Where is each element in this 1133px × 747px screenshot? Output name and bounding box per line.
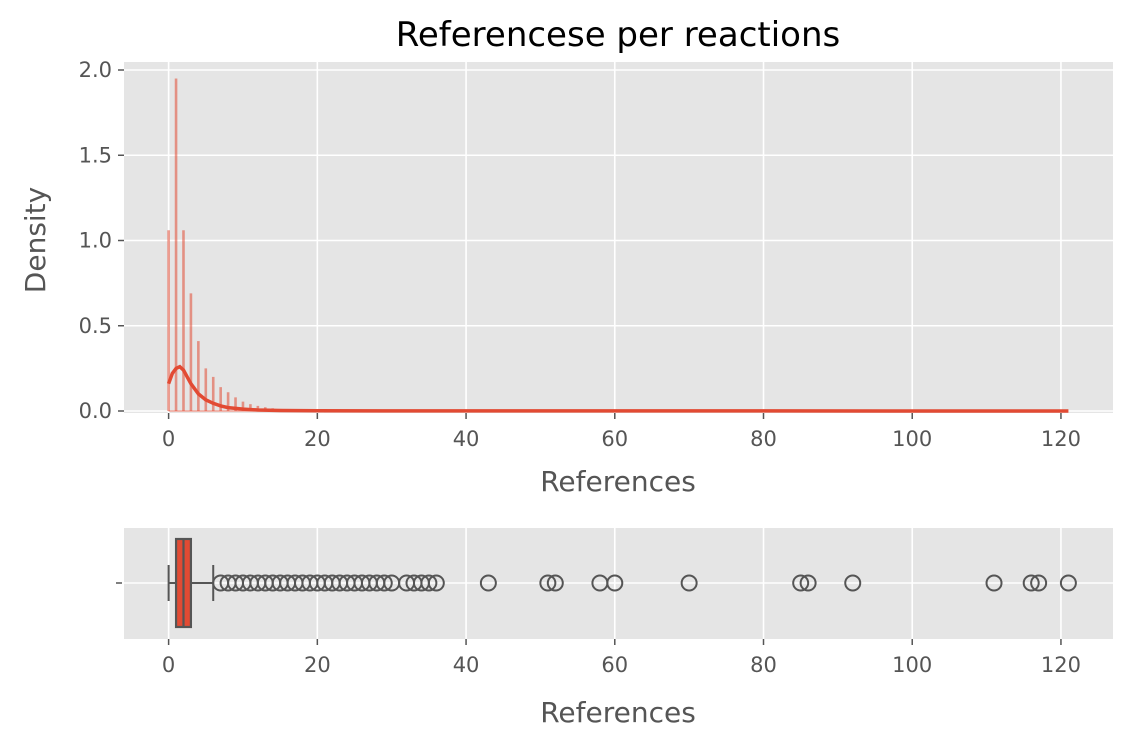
histogram-x-ticks: 0 20 40 60 80 100 120 bbox=[162, 413, 1081, 451]
histogram-y-tick-label: 1.5 bbox=[79, 143, 112, 167]
boxplot-outlier-point bbox=[1059, 574, 1077, 592]
histogram-x-tick-label: 80 bbox=[750, 427, 777, 451]
histogram-x-tick-label: 120 bbox=[1041, 427, 1081, 451]
boxplot-outliers bbox=[212, 574, 1077, 592]
boxplot-x-axis-label: References bbox=[540, 696, 696, 729]
boxplot-outlier-point bbox=[420, 574, 438, 592]
histogram-plot-area bbox=[124, 62, 1113, 413]
histogram-bar bbox=[204, 368, 208, 411]
histogram-bar bbox=[234, 397, 237, 411]
boxplot-outlier-point bbox=[427, 574, 445, 592]
histogram-bar bbox=[249, 404, 252, 411]
histogram-x-tick-label: 20 bbox=[304, 427, 331, 451]
histogram-y-tick-label: 0.0 bbox=[79, 399, 112, 423]
histogram-y-axis-label: Density bbox=[19, 187, 52, 293]
histogram-bar bbox=[211, 376, 215, 411]
histogram-bar bbox=[189, 293, 193, 411]
boxplot-outlier-point bbox=[680, 574, 698, 592]
histogram-bar bbox=[226, 392, 230, 411]
boxplot-outlier-point bbox=[606, 574, 624, 592]
histogram-bar bbox=[167, 230, 170, 411]
boxplot-x-ticks: 0 20 40 60 80 100 120 bbox=[162, 639, 1081, 677]
boxplot-outlier-point bbox=[1030, 574, 1048, 592]
boxplot-outlier-point bbox=[792, 574, 810, 592]
histogram-grid bbox=[124, 62, 1113, 413]
histogram-x-axis-label: References bbox=[540, 465, 696, 498]
boxplot-outlier-point bbox=[375, 574, 393, 592]
boxplot-outlier-point bbox=[985, 574, 1003, 592]
boxplot-x-tick-label: 120 bbox=[1041, 653, 1081, 677]
boxplot-x-tick-label: 0 bbox=[162, 653, 175, 677]
chart-title: Referencese per reactions bbox=[396, 15, 840, 55]
histogram-bar bbox=[241, 401, 245, 411]
histogram-x-tick-label: 60 bbox=[601, 427, 628, 451]
histogram-y-ticks: 0.0 0.5 1.0 1.5 2.0 bbox=[79, 58, 124, 423]
histogram-bar bbox=[174, 78, 178, 412]
boxplot-x-tick-label: 100 bbox=[892, 653, 932, 677]
boxplot-outlier-point bbox=[1022, 574, 1040, 592]
boxplot-x-tick-label: 60 bbox=[601, 653, 628, 677]
histogram-bar bbox=[219, 387, 222, 411]
histogram-x-tick-label: 40 bbox=[453, 427, 480, 451]
boxplot-outlier-point bbox=[546, 574, 564, 592]
histogram-bar bbox=[197, 341, 200, 411]
histogram-y-tick-label: 2.0 bbox=[79, 58, 112, 82]
boxplot-x-tick-label: 40 bbox=[453, 653, 480, 677]
boxplot-grid bbox=[124, 528, 1113, 639]
histogram-x-tick-label: 0 bbox=[162, 427, 175, 451]
boxplot-outlier-point bbox=[539, 574, 557, 592]
boxplot-outlier-point bbox=[479, 574, 497, 592]
kde-curve bbox=[166, 364, 1069, 413]
boxplot-outlier-point bbox=[799, 574, 817, 592]
histogram-y-tick-label: 0.5 bbox=[79, 314, 112, 338]
boxplot-x-tick-label: 80 bbox=[750, 653, 777, 677]
histogram-bar bbox=[182, 230, 185, 411]
histogram-x-tick-label: 100 bbox=[892, 427, 932, 451]
histogram-y-tick-label: 1.0 bbox=[79, 229, 112, 253]
boxplot-x-tick-label: 20 bbox=[304, 653, 331, 677]
boxplot-outlier-point bbox=[844, 574, 862, 592]
